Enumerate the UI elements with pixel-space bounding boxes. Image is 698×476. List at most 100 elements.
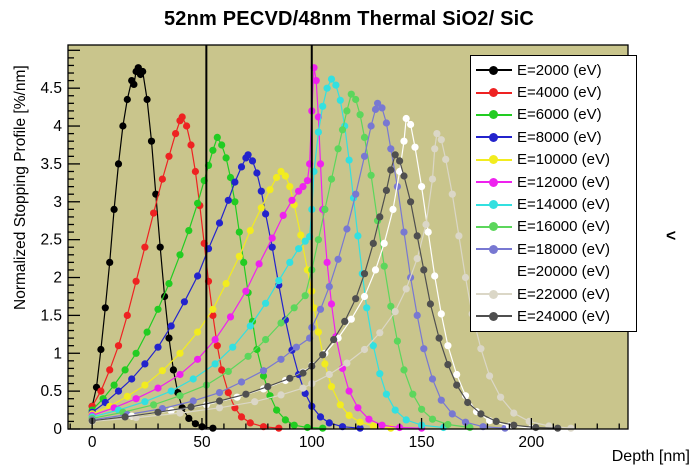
- data-point: [158, 175, 166, 183]
- data-point: [209, 305, 217, 313]
- data-point: [279, 211, 287, 219]
- data-point: [288, 196, 296, 204]
- data-point: [461, 392, 470, 400]
- data-point: [299, 369, 307, 377]
- data-point: [422, 220, 430, 229]
- data-point: [376, 329, 384, 337]
- data-point: [273, 173, 281, 182]
- data-point: [387, 166, 395, 174]
- data-point: [448, 190, 456, 198]
- data-point: [295, 245, 303, 253]
- data-point: [176, 409, 184, 417]
- data-point: [123, 311, 131, 319]
- data-point: [428, 175, 437, 183]
- data-point: [277, 391, 285, 399]
- data-point: [347, 315, 355, 323]
- data-point: [97, 387, 105, 395]
- data-point: [242, 390, 250, 398]
- data-point: [226, 173, 235, 182]
- data-point: [242, 287, 250, 295]
- data-point: [299, 384, 307, 392]
- data-point: [191, 167, 199, 176]
- data-point: [325, 370, 333, 379]
- legend-dot: [489, 132, 498, 142]
- data-point: [237, 378, 246, 386]
- legend-item-e-4000-ev: E=4000 (eV): [476, 81, 636, 103]
- legend-marker-icon: [476, 311, 512, 322]
- data-point: [323, 84, 331, 92]
- data-point: [360, 133, 369, 141]
- series-e-22000-ev: [88, 130, 575, 432]
- series-e-16000-ev: [88, 90, 474, 432]
- data-point: [235, 228, 243, 236]
- data-point: [409, 390, 417, 398]
- data-point: [209, 146, 217, 154]
- data-point: [334, 255, 342, 263]
- series-line-e-22000-ev: [92, 132, 571, 429]
- data-point: [189, 397, 197, 405]
- legend-marker-icon: [476, 109, 512, 120]
- data-point: [444, 420, 452, 429]
- data-point: [367, 171, 375, 179]
- data-point: [224, 389, 232, 397]
- legend-label: E=22000 (eV): [517, 285, 610, 303]
- data-point: [343, 225, 351, 233]
- legend-item-e-24000-ev: E=24000 (eV): [476, 305, 636, 327]
- data-point: [165, 152, 173, 160]
- data-point: [431, 145, 439, 153]
- data-point: [341, 317, 349, 325]
- data-point: [400, 366, 408, 374]
- data-point: [167, 322, 175, 330]
- data-point: [209, 424, 217, 432]
- data-point: [387, 145, 395, 153]
- data-point: [132, 277, 140, 285]
- legend-marker-icon: [476, 154, 512, 165]
- data-point: [244, 352, 252, 360]
- data-point: [402, 285, 410, 293]
- data-point: [382, 119, 390, 127]
- legend-item-e-16000-ev: E=16000 (eV): [476, 216, 636, 238]
- data-point: [319, 351, 327, 359]
- data-point: [244, 151, 252, 159]
- data-point: [185, 414, 193, 422]
- data-point: [211, 360, 219, 368]
- data-point: [442, 155, 450, 163]
- data-point: [400, 172, 408, 180]
- data-point: [106, 366, 114, 374]
- data-point: [367, 122, 375, 130]
- data-point: [554, 424, 562, 432]
- data-point: [345, 411, 353, 419]
- data-point: [391, 308, 399, 316]
- data-point: [114, 342, 123, 350]
- legend-dot: [489, 267, 498, 277]
- data-point: [141, 243, 149, 251]
- legend-dot: [489, 177, 498, 187]
- data-point: [510, 409, 518, 417]
- data-point: [360, 292, 369, 301]
- data-point: [262, 336, 270, 344]
- data-point: [180, 298, 188, 306]
- data-point: [396, 167, 404, 176]
- legend-dot: [489, 311, 498, 321]
- data-point: [215, 219, 224, 227]
- data-point: [411, 143, 419, 151]
- series-e-2000-ev: [88, 64, 217, 432]
- data-point: [224, 367, 232, 375]
- data-point: [259, 367, 268, 375]
- chart-legend: E=2000 (eV) E=4000 (eV) E=6000 (eV) E=8000 …: [470, 55, 637, 332]
- legend-marker-icon: [476, 221, 512, 232]
- data-point: [437, 396, 445, 404]
- data-point: [420, 345, 428, 353]
- data-point: [378, 104, 386, 112]
- legend-marker-icon: [476, 65, 512, 76]
- legend-dot: [489, 244, 498, 254]
- data-point: [189, 375, 197, 383]
- data-point: [141, 381, 149, 389]
- data-point: [369, 239, 377, 247]
- data-point: [281, 416, 289, 424]
- data-point: [281, 172, 289, 180]
- data-point: [231, 178, 239, 186]
- data-point: [132, 395, 140, 403]
- data-point: [448, 410, 456, 418]
- data-point: [453, 381, 461, 389]
